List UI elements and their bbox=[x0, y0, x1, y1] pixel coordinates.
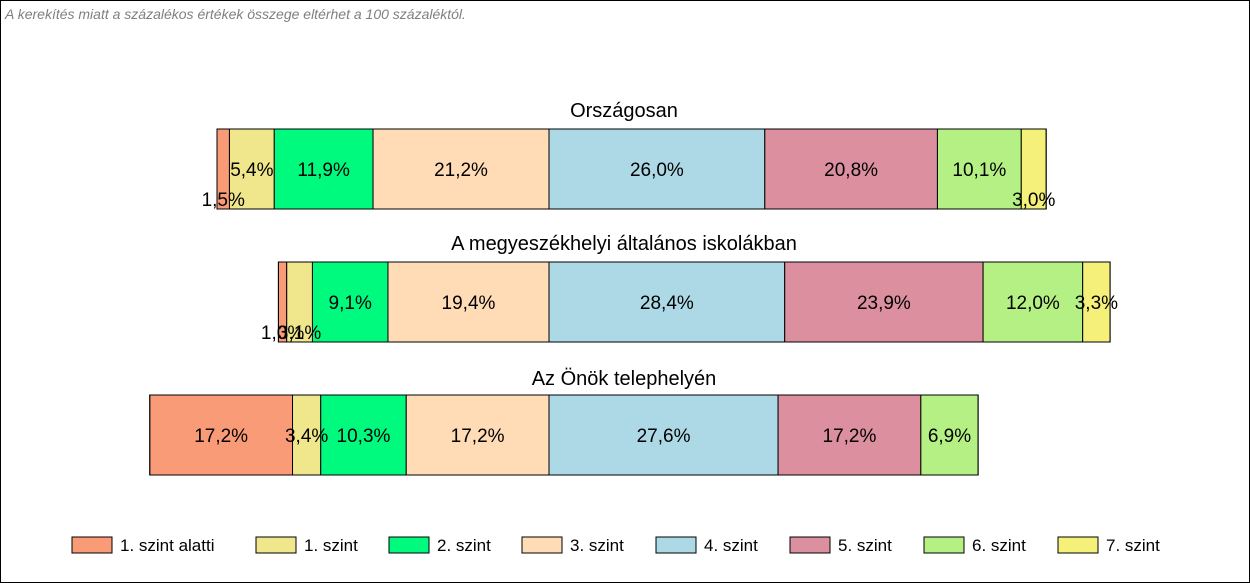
data-label: 17,2% bbox=[451, 426, 505, 447]
data-label: 10,3% bbox=[337, 426, 391, 447]
row-title: A megyeszékhelyi általános iskolákban bbox=[451, 233, 797, 255]
legend-swatch bbox=[71, 536, 113, 554]
data-label: 20,8% bbox=[824, 160, 878, 181]
bar-segment bbox=[149, 394, 294, 476]
bar-segment bbox=[920, 394, 979, 476]
data-label: 3,1% bbox=[278, 323, 321, 344]
bar-outline bbox=[277, 261, 1111, 343]
bar-segment bbox=[777, 394, 922, 476]
data-label: 9,1% bbox=[329, 293, 372, 314]
legend-entry: 5. szint bbox=[838, 536, 892, 555]
data-label: 26,0% bbox=[630, 160, 684, 181]
legend-entry: 3. szint bbox=[570, 536, 624, 555]
legend-swatch bbox=[255, 536, 297, 554]
row-title: Országosan bbox=[570, 100, 678, 122]
bar-segment bbox=[548, 394, 779, 476]
legend-swatch bbox=[655, 536, 697, 554]
row-title: Az Önök telephelyén bbox=[532, 368, 717, 390]
legend-entry: 7. szint bbox=[1106, 536, 1160, 555]
legend-swatch bbox=[521, 536, 563, 554]
bar-outline bbox=[149, 394, 979, 476]
data-label: 1,0% bbox=[261, 323, 304, 344]
data-label: 17,2% bbox=[194, 426, 248, 447]
rounding-note: A kerekítés miatt a százalékos értékek ö… bbox=[5, 6, 466, 22]
bar-segment bbox=[548, 261, 786, 343]
data-label: 10,1% bbox=[952, 160, 1006, 181]
legend-swatch bbox=[923, 536, 965, 554]
legend-swatch bbox=[789, 536, 831, 554]
data-label: 19,4% bbox=[442, 293, 496, 314]
bar-segment bbox=[387, 261, 550, 343]
data-label: 3,0% bbox=[1012, 190, 1055, 211]
bar-segment bbox=[405, 394, 550, 476]
bar-segment bbox=[784, 261, 984, 343]
bar-segment bbox=[936, 128, 1022, 210]
data-label: 11,9% bbox=[297, 160, 350, 181]
data-label: 27,6% bbox=[637, 426, 691, 447]
data-label: 6,9% bbox=[928, 426, 971, 447]
legend-entry: 6. szint bbox=[972, 536, 1026, 555]
data-label: 3,4% bbox=[285, 426, 328, 447]
data-label: 1,5% bbox=[202, 190, 245, 211]
bar-segment bbox=[320, 394, 407, 476]
legend-swatch bbox=[388, 536, 430, 554]
bar-outline bbox=[216, 128, 1047, 210]
legend-entry: 1. szint alatti bbox=[120, 536, 215, 555]
data-label: 23,9% bbox=[857, 293, 911, 314]
legend-swatch bbox=[1057, 536, 1099, 554]
data-label: 21,2% bbox=[434, 160, 488, 181]
legend-entry: 2. szint bbox=[437, 536, 491, 555]
data-label: 28,4% bbox=[640, 293, 694, 314]
legend-entry: 4. szint bbox=[704, 536, 758, 555]
data-label: 17,2% bbox=[823, 426, 877, 447]
data-label: 5,4% bbox=[230, 160, 273, 181]
data-label: 12,0% bbox=[1006, 293, 1060, 314]
legend-entry: 1. szint bbox=[304, 536, 358, 555]
data-label: 3,3% bbox=[1075, 293, 1118, 314]
